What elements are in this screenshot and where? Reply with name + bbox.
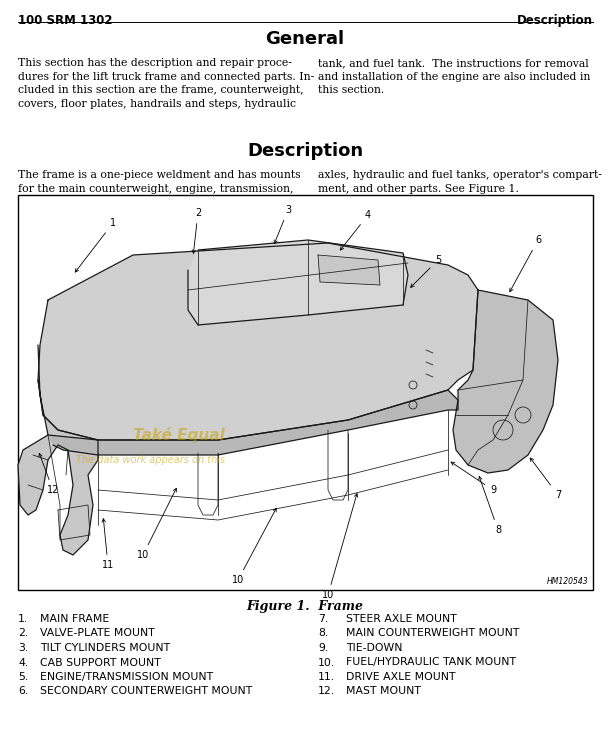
Text: 7.: 7.	[318, 614, 328, 624]
Polygon shape	[453, 290, 558, 473]
Text: CAB SUPPORT MOUNT: CAB SUPPORT MOUNT	[40, 658, 161, 667]
Text: 9.: 9.	[318, 643, 328, 653]
Text: MAIN FRAME: MAIN FRAME	[40, 614, 109, 624]
Text: Description: Description	[247, 142, 363, 160]
Bar	[18, 195, 593, 590]
Text: 11.: 11.	[318, 672, 335, 682]
Text: 6: 6	[510, 235, 541, 292]
Text: This section has the description and repair proce-
dures for the lift truck fram: This section has the description and rep…	[18, 58, 314, 109]
Polygon shape	[48, 390, 458, 455]
Text: 7: 7	[530, 458, 561, 500]
Text: VALVE-PLATE MOUNT: VALVE-PLATE MOUNT	[40, 629, 155, 639]
Text: SECONDARY COUNTERWEIGHT MOUNT: SECONDARY COUNTERWEIGHT MOUNT	[40, 686, 252, 696]
Text: General: General	[265, 30, 345, 48]
Text: 10: 10	[137, 488, 177, 560]
Text: Také Equal: Také Equal	[133, 427, 225, 443]
Text: HM120543: HM120543	[546, 577, 588, 586]
Text: 12.: 12.	[318, 686, 335, 696]
Polygon shape	[38, 243, 478, 440]
Text: 5.: 5.	[18, 672, 28, 682]
Text: ENGINE/TRANSMISSION MOUNT: ENGINE/TRANSMISSION MOUNT	[40, 672, 213, 682]
Text: STEER AXLE MOUNT: STEER AXLE MOUNT	[346, 614, 457, 624]
Polygon shape	[188, 240, 408, 325]
Text: TILT CYLINDERS MOUNT: TILT CYLINDERS MOUNT	[40, 643, 170, 653]
Text: 8.: 8.	[318, 629, 328, 639]
Text: 1.: 1.	[18, 614, 28, 624]
Text: 12: 12	[39, 453, 59, 495]
Text: 9: 9	[451, 462, 496, 495]
Text: 5: 5	[411, 255, 441, 288]
Polygon shape	[318, 255, 380, 285]
Text: 3.: 3.	[18, 643, 28, 653]
Text: 8: 8	[479, 477, 501, 535]
Text: The frame is a one-piece weldment and has mounts
for the main counterweight, eng: The frame is a one-piece weldment and ha…	[18, 170, 301, 193]
Text: 4.: 4.	[18, 658, 28, 667]
Text: axles, hydraulic and fuel tanks, operator's compart-
ment, and other parts. See : axles, hydraulic and fuel tanks, operato…	[318, 170, 602, 193]
Text: 1: 1	[75, 218, 116, 272]
Text: 3: 3	[274, 205, 291, 244]
Text: The data work appears on this: The data work appears on this	[76, 455, 225, 465]
Text: tank, and fuel tank.  The instructions for removal
and installation of the engin: tank, and fuel tank. The instructions fo…	[318, 58, 590, 95]
Polygon shape	[18, 345, 98, 555]
Text: MAST MOUNT: MAST MOUNT	[346, 686, 421, 696]
Text: 2.: 2.	[18, 629, 28, 639]
Text: 10.: 10.	[318, 658, 335, 667]
Text: 11: 11	[102, 519, 114, 570]
Text: FUEL/HYDRAULIC TANK MOUNT: FUEL/HYDRAULIC TANK MOUNT	[346, 658, 516, 667]
Text: 2: 2	[192, 208, 201, 253]
Text: 6.: 6.	[18, 686, 28, 696]
Text: 100 SRM 1302: 100 SRM 1302	[18, 14, 112, 27]
Text: 4: 4	[340, 210, 371, 250]
Text: Description: Description	[517, 14, 593, 27]
Text: TIE-DOWN: TIE-DOWN	[346, 643, 403, 653]
Text: 10: 10	[322, 493, 357, 600]
Text: 10: 10	[232, 508, 276, 585]
Text: MAIN COUNTERWEIGHT MOUNT: MAIN COUNTERWEIGHT MOUNT	[346, 629, 519, 639]
Text: DRIVE AXLE MOUNT: DRIVE AXLE MOUNT	[346, 672, 455, 682]
Text: Figure 1.  Frame: Figure 1. Frame	[246, 600, 364, 613]
